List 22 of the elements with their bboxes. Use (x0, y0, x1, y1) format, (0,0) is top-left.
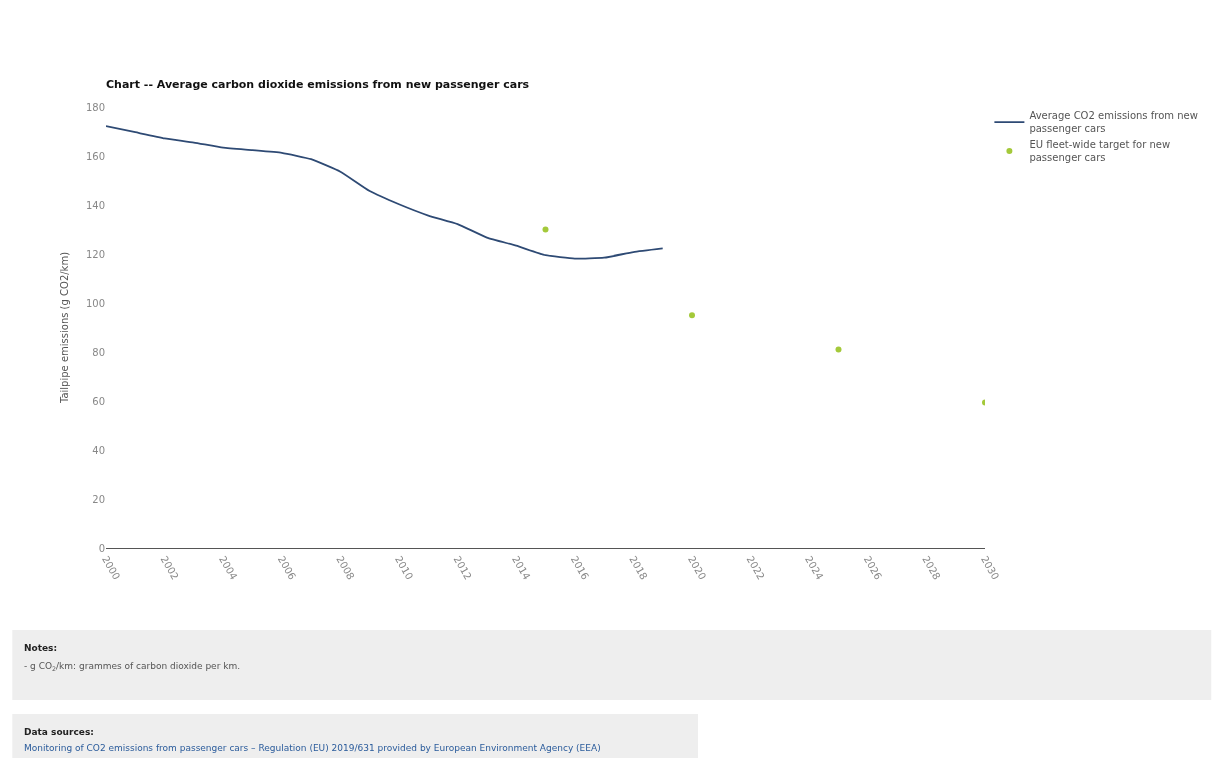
y-tick-label: 180 (85, 101, 105, 113)
y-tick-label: 100 (85, 297, 105, 309)
line-series (106, 125, 664, 260)
point (689, 312, 695, 319)
text: Notes: (24, 643, 58, 653)
y-tick-label: 160 (85, 150, 105, 162)
text: Data sources: (24, 727, 94, 737)
y-tick-label: 120 (85, 248, 105, 260)
y-tick-label: 40 (92, 444, 105, 456)
legend-label: EU fleet-wide target for new passenger cars (1029, 139, 1171, 164)
text: - g CO$_{2}$/km: grammes of carbon dioxide per km. (24, 661, 241, 672)
y-axis-title: Tailpipe emissions (g CO2/km) (58, 251, 70, 405)
chart-title: Chart -- Average carbon dioxide emissions from new passenger cars (106, 77, 530, 91)
y-tick-label: 20 (92, 493, 105, 505)
text: Monitoring of CO2 emissions from passenger cars – Regulation (EU) 2019/631 provided by European Environment Agency (EEA) (24, 743, 601, 753)
y-tick-label: 0 (98, 542, 105, 554)
y-tick-label: 140 (85, 199, 105, 211)
legend-label: Average CO2 emissions from new passenger cars (1029, 110, 1198, 135)
y-tick-label: 80 (92, 346, 105, 358)
y-tick-label: 60 (92, 395, 105, 407)
point (542, 226, 549, 233)
point (835, 346, 842, 353)
